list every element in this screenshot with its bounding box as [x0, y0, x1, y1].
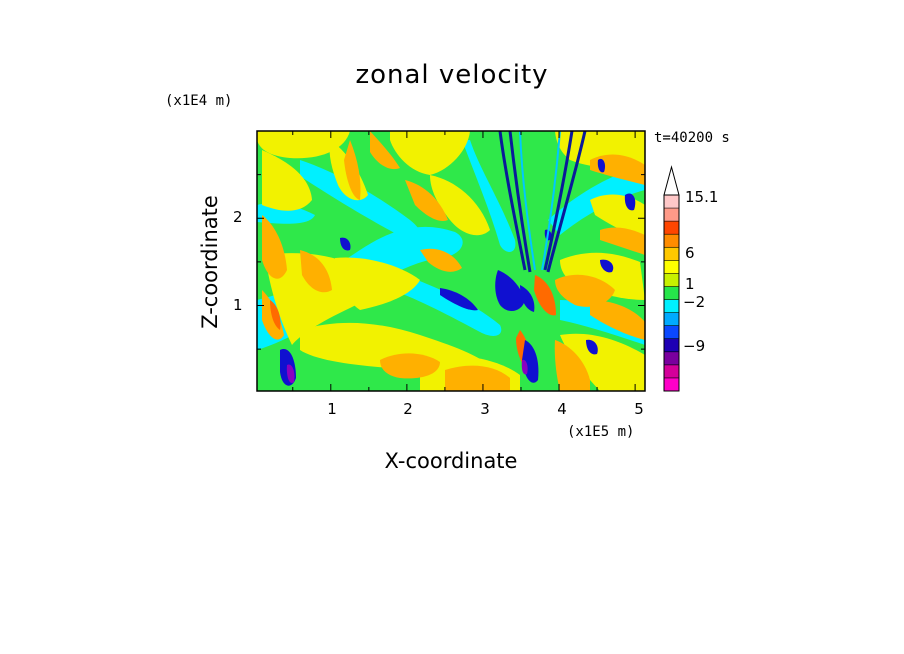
y-tick-label: 2: [233, 208, 243, 226]
colorbar-swatch: [664, 273, 679, 287]
colorbar-swatch: [664, 364, 679, 379]
x-tick-label: 3: [480, 400, 490, 418]
colorbar-label: −9: [683, 337, 706, 355]
colorbar-swatch: [664, 221, 679, 235]
x-tick-label: 5: [634, 400, 644, 418]
magenta-spots: [286, 359, 528, 384]
colorbar-swatch: [664, 312, 679, 326]
colorbar-extend-triangle: [663, 165, 680, 196]
colorbar-swatch: [664, 377, 679, 392]
colorbar-swatch: [664, 234, 679, 248]
colorbar-label: 1: [685, 275, 695, 293]
colorbar-swatch: [664, 325, 679, 340]
y-axis-ticks: [257, 174, 645, 350]
plot-frame: [256, 130, 646, 392]
y-tick-label: 1: [233, 296, 243, 314]
x-tick-label: 1: [327, 400, 337, 418]
ray-streaks-light: [519, 131, 561, 271]
contour-field: [257, 131, 645, 391]
colorbar-label: 15.1: [685, 188, 719, 206]
colorbar-swatch: [664, 208, 679, 222]
colorbar-swatch: [664, 286, 679, 300]
y-axis-label: Z-coordinate: [198, 195, 222, 329]
colorbar: [663, 165, 680, 392]
chart-title: zonal velocity: [355, 60, 549, 90]
x-unit-label: (x1E5 m): [567, 424, 635, 440]
x-tick-label: 4: [557, 400, 567, 418]
colorbar-label: 6: [685, 244, 695, 262]
colorbar-swatch: [664, 260, 679, 274]
y-unit-label: (x1E4 m): [165, 93, 233, 109]
colorbar-swatch: [664, 195, 679, 209]
colorbar-label: −2: [683, 293, 706, 311]
ray-streaks: [498, 131, 587, 273]
time-label: t=40200 s: [654, 130, 730, 146]
x-tick-label: 2: [403, 400, 413, 418]
x-axis-label: X-coordinate: [384, 449, 518, 473]
colorbar-swatch: [664, 299, 679, 313]
x-axis-ticks: [292, 131, 636, 391]
colorbar-swatch: [664, 247, 679, 261]
colorbar-swatch: [664, 351, 679, 366]
colorbar-swatch: [664, 338, 679, 353]
